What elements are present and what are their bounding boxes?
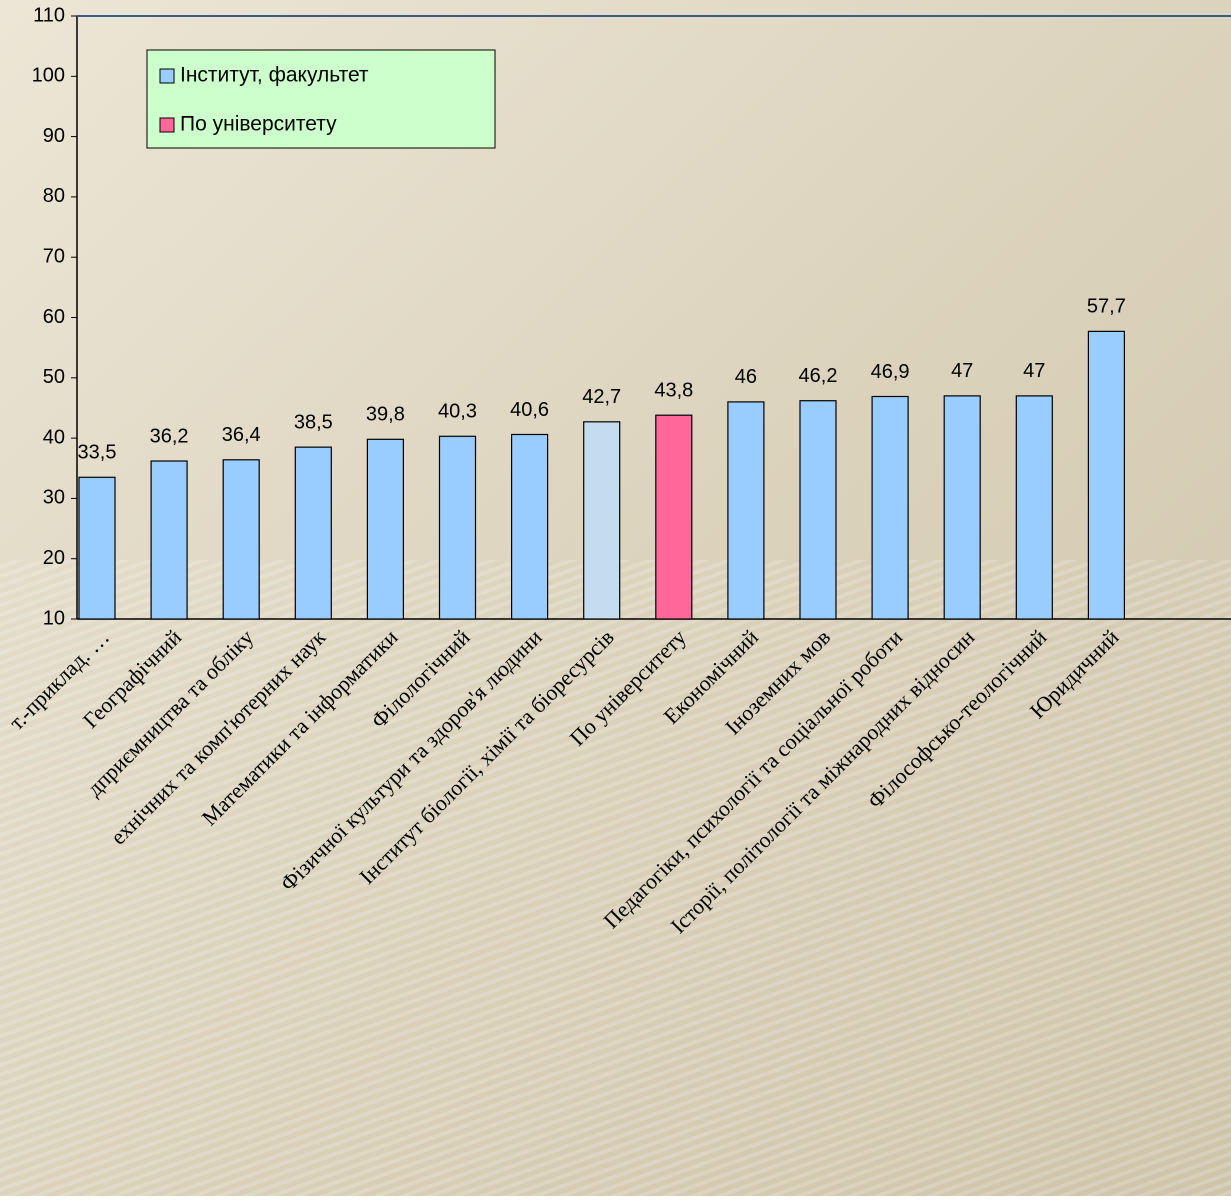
y-tick-label: 80 bbox=[43, 185, 65, 207]
y-tick-label: 100 bbox=[32, 65, 65, 87]
value-label: 40,6 bbox=[510, 399, 549, 421]
bar bbox=[944, 396, 980, 619]
bar bbox=[1088, 331, 1124, 619]
chart: 10203040506070809010011033,5т.-приклад. … bbox=[0, 0, 1231, 1196]
value-label: 40,3 bbox=[438, 401, 477, 423]
bar bbox=[584, 422, 620, 619]
value-label: 46,9 bbox=[871, 361, 910, 383]
bar bbox=[295, 447, 331, 619]
bar bbox=[367, 439, 403, 619]
y-tick-label: 110 bbox=[33, 4, 65, 26]
value-label: 46,2 bbox=[799, 365, 838, 387]
value-label: 47 bbox=[1023, 360, 1045, 382]
bar bbox=[800, 401, 836, 619]
bar bbox=[728, 402, 764, 619]
bar bbox=[79, 477, 115, 619]
y-tick-label: 10 bbox=[43, 607, 65, 629]
background-texture bbox=[0, 560, 1231, 1196]
legend-label: По університету bbox=[180, 113, 337, 136]
bar bbox=[872, 396, 908, 619]
y-tick-label: 90 bbox=[43, 125, 65, 147]
bar bbox=[1016, 396, 1052, 619]
y-tick-label: 30 bbox=[43, 487, 65, 509]
y-tick-label: 60 bbox=[43, 306, 65, 328]
value-label: 42,7 bbox=[582, 386, 621, 408]
legend-swatch bbox=[160, 69, 174, 83]
legend-swatch bbox=[160, 118, 174, 132]
value-label: 47 bbox=[951, 360, 973, 382]
y-tick-label: 20 bbox=[43, 547, 65, 569]
value-label: 57,7 bbox=[1087, 296, 1126, 318]
y-tick-label: 70 bbox=[43, 245, 65, 267]
y-tick-label: 40 bbox=[43, 426, 65, 448]
value-label: 36,4 bbox=[222, 424, 261, 446]
value-label: 46 bbox=[735, 366, 757, 388]
value-label: 43,8 bbox=[654, 379, 693, 401]
legend-label: Інститут, факультет bbox=[180, 64, 369, 87]
value-label: 39,8 bbox=[366, 404, 405, 426]
value-label: 38,5 bbox=[294, 411, 333, 433]
bar bbox=[512, 434, 548, 619]
bar bbox=[440, 436, 476, 619]
bar bbox=[656, 415, 692, 619]
y-tick-label: 50 bbox=[43, 366, 65, 388]
value-label: 36,2 bbox=[150, 425, 189, 447]
bar bbox=[151, 461, 187, 619]
bar bbox=[223, 460, 259, 619]
value-label: 33,5 bbox=[78, 442, 117, 464]
